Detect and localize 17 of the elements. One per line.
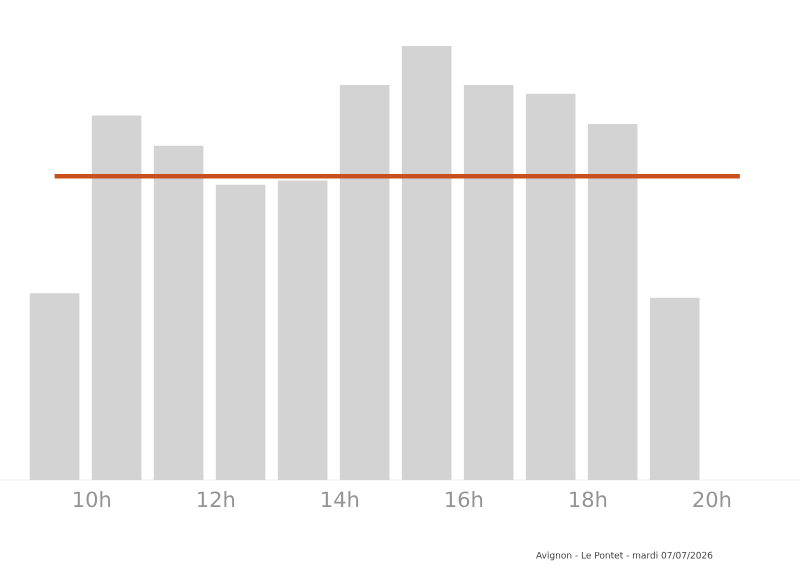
bar — [215, 184, 266, 480]
bar — [277, 180, 328, 480]
bar — [153, 145, 204, 480]
x-tick-label: 20h — [693, 491, 731, 508]
x-tick-label: 14h — [322, 491, 359, 507]
bar — [587, 124, 638, 480]
x-tick-label: 18h — [570, 491, 607, 508]
bar — [91, 115, 142, 480]
bar — [463, 85, 514, 480]
bar — [401, 45, 452, 480]
x-tick-label: 12h — [198, 491, 235, 507]
x-tick-label: 10h — [74, 491, 110, 508]
bar — [29, 293, 80, 480]
bar — [339, 85, 390, 480]
bar — [649, 297, 700, 480]
bar — [525, 93, 576, 480]
x-tick-label: 16h — [446, 491, 483, 508]
